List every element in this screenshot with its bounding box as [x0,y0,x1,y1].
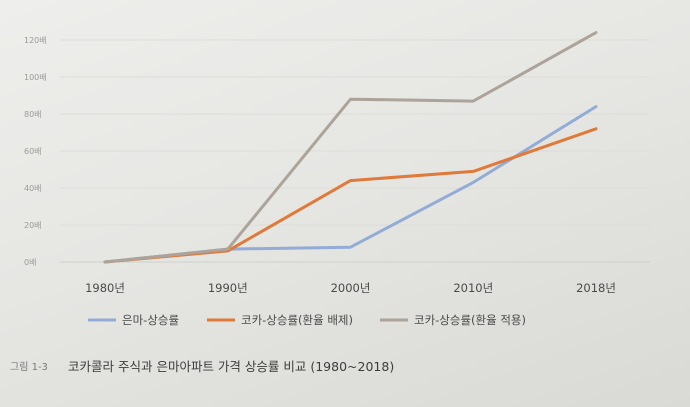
legend-label: 코카-상승률(환율 적용) [414,313,526,327]
series-line [103,31,598,264]
series-line [103,105,598,264]
x-tick-label: 1990년 [208,281,248,295]
y-tick-label: 60배 [24,147,42,156]
y-tick-label: 40배 [24,184,42,193]
y-tick-label: 0배 [24,258,36,267]
legend-label: 코카-상승률(환율 배제) [241,313,353,327]
y-tick-label: 100배 [24,73,47,82]
series-line [103,127,598,264]
x-tick-label: 2000년 [331,281,371,295]
legend: 은마-상승률 코카-상승률(환율 배제) 코카-상승률(환율 적용) [88,313,526,327]
y-tick-label: 120배 [24,36,47,45]
figure-caption: 그림 1-3 코카콜라 주식과 은마아파트 가격 상승률 비교 (1980~20… [10,359,394,374]
legend-label: 은마-상승률 [122,313,179,327]
y-tick-label: 80배 [24,110,42,119]
x-tick-label: 1980년 [85,281,125,295]
gridlines [60,39,650,263]
caption-label: 그림 1-3 [10,361,48,373]
x-tick-label: 2010년 [453,281,493,295]
x-axis-ticks: 1980년 1990년 2000년 2010년 2018년 [85,281,616,295]
y-axis-ticks: 0배 20배 40배 60배 80배 100배 120배 [24,36,47,267]
caption-text: 코카콜라 주식과 은마아파트 가격 상승률 비교 (1980~2018) [68,359,394,374]
y-tick-label: 20배 [24,221,42,230]
x-tick-label: 2018년 [576,281,616,295]
series-lines [103,31,598,264]
